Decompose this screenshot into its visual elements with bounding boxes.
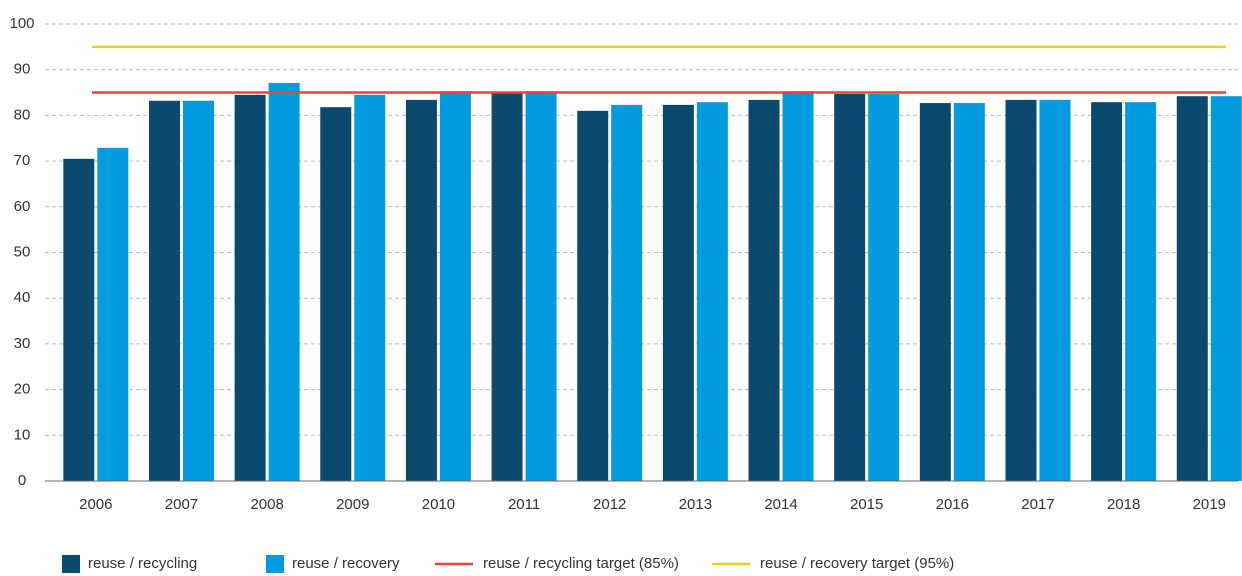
x-tick-label: 2007 xyxy=(165,496,198,513)
bar xyxy=(1005,99,1037,481)
bar xyxy=(439,91,471,481)
y-tick-label: 100 xyxy=(9,15,34,32)
y-tick-label: 50 xyxy=(14,243,31,260)
x-tick-label: 2015 xyxy=(850,496,883,513)
x-tick-label: 2010 xyxy=(422,496,455,513)
x-tick-label: 2013 xyxy=(679,496,712,513)
bar xyxy=(234,94,266,482)
y-tick-label: 0 xyxy=(18,472,26,489)
bar xyxy=(148,100,180,481)
bar xyxy=(696,102,728,481)
legend-label: reuse / recovery target (95%) xyxy=(760,555,954,572)
bar xyxy=(268,82,300,481)
x-tick-label: 2012 xyxy=(593,496,626,513)
bar xyxy=(182,100,214,481)
x-tick-label: 2008 xyxy=(250,496,283,513)
bar xyxy=(97,147,129,482)
legend-label: reuse / recovery xyxy=(292,555,400,572)
y-tick-label: 80 xyxy=(14,106,31,123)
bar xyxy=(354,94,386,482)
x-tick-label: 2016 xyxy=(936,496,969,513)
y-tick-label: 30 xyxy=(14,335,31,352)
bar xyxy=(525,91,557,481)
bar xyxy=(919,103,951,481)
x-tick-label: 2009 xyxy=(336,496,369,513)
bar xyxy=(611,104,643,481)
y-tick-label: 70 xyxy=(14,152,31,169)
x-tick-label: 2014 xyxy=(764,496,797,513)
bar xyxy=(662,104,694,481)
bar xyxy=(1125,102,1157,481)
y-tick-label: 20 xyxy=(14,381,31,398)
bar xyxy=(782,91,814,481)
bar xyxy=(1210,96,1242,482)
x-tick-label: 2019 xyxy=(1193,496,1226,513)
x-tick-label: 2011 xyxy=(508,496,540,513)
x-tick-label: 2006 xyxy=(79,496,112,513)
bar xyxy=(834,93,866,482)
x-tick-label: 2017 xyxy=(1021,496,1054,513)
bar xyxy=(491,93,523,482)
y-tick-label: 10 xyxy=(14,426,31,443)
bar xyxy=(405,99,437,481)
bar xyxy=(868,93,900,482)
bar xyxy=(1176,96,1208,482)
x-tick-label: 2018 xyxy=(1107,496,1140,513)
bar xyxy=(320,107,352,481)
bar xyxy=(953,103,985,481)
bar xyxy=(63,158,95,481)
legend-swatch xyxy=(62,555,80,573)
bar xyxy=(1091,102,1123,481)
y-tick-label: 60 xyxy=(14,198,31,215)
bar xyxy=(1039,99,1071,481)
bar xyxy=(577,110,609,481)
bar xyxy=(748,99,780,481)
legend-label: reuse / recycling target (85%) xyxy=(483,555,679,572)
legend-label: reuse / recycling xyxy=(88,555,197,572)
y-tick-label: 90 xyxy=(14,61,31,78)
legend-swatch xyxy=(266,555,284,573)
y-tick-label: 40 xyxy=(14,289,31,306)
